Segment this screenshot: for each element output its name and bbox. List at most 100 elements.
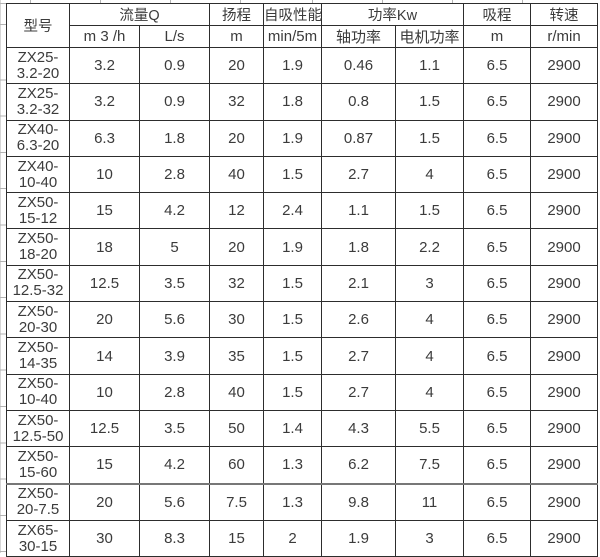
value-cell: 6.3 — [69, 119, 140, 157]
header-flow: 流量Q — [69, 3, 210, 26]
model-cell: ZX40- 6.3-20 — [6, 119, 70, 157]
value-cell: 1.5 — [395, 83, 464, 121]
value-cell: 2900 — [530, 373, 598, 411]
value-cell: 30 — [209, 301, 264, 339]
value-cell: 1.5 — [263, 155, 322, 194]
table-row: ZX50- 10-40 10 2.8 40 1.5 2.7 4 6.5 2900 — [6, 373, 598, 411]
value-cell: 1.5 — [263, 264, 322, 303]
value-cell: 5.6 — [139, 301, 210, 339]
value-cell: 6.5 — [463, 155, 531, 194]
value-cell: 6.5 — [463, 482, 531, 521]
value-cell: 2900 — [530, 264, 598, 303]
value-cell: 15 — [69, 192, 140, 230]
value-cell: 60 — [209, 446, 264, 485]
table-row: ZX50- 20-30 20 5.6 30 1.5 2.6 4 6.5 2900 — [6, 301, 598, 339]
model-cell: ZX50- 15-12 — [6, 192, 70, 230]
value-cell: 10 — [69, 373, 140, 411]
value-cell: 6.5 — [463, 264, 531, 303]
value-cell: 6.2 — [321, 446, 396, 485]
value-cell: 4.3 — [321, 409, 396, 448]
value-cell: 6.5 — [463, 46, 531, 85]
value-cell: 40 — [209, 373, 264, 411]
value-cell: 1.3 — [263, 482, 322, 521]
model-cell: ZX50- 20-30 — [6, 301, 70, 339]
value-cell: 5 — [139, 228, 210, 266]
value-cell: 12 — [209, 192, 264, 230]
gridline-remnant-stub — [0, 3, 7, 4]
value-cell: 2.7 — [321, 155, 396, 194]
value-cell: 2900 — [530, 409, 598, 448]
model-cell: ZX40- 10-40 — [6, 155, 70, 194]
value-cell: 1.9 — [263, 46, 322, 85]
value-cell: 3.5 — [139, 409, 210, 448]
gridline-remnant-stub — [170, 0, 171, 3]
value-cell: 1.8 — [263, 83, 322, 121]
value-cell: 35 — [209, 337, 264, 375]
value-cell: 6.5 — [463, 373, 531, 411]
value-cell: 0.46 — [321, 46, 396, 85]
value-cell: 20 — [69, 301, 140, 339]
header-selfprime: 自吸性能 — [263, 3, 322, 26]
header-flow-m3h: m 3 /h — [69, 25, 140, 48]
model-cell: ZX50- 12.5-32 — [6, 264, 70, 303]
value-cell: 4 — [395, 337, 464, 375]
value-cell: 2.4 — [263, 192, 322, 230]
header-head-unit: m — [209, 25, 264, 48]
value-cell: 6.5 — [463, 337, 531, 375]
value-cell: 2900 — [530, 119, 598, 157]
value-cell: 2.2 — [395, 228, 464, 266]
table-row: ZX25- 3.2-20 3.2 0.9 20 1.9 0.46 1.1 6.5 2900 — [6, 46, 598, 85]
value-cell: 11 — [395, 482, 464, 521]
value-cell: 4 — [395, 373, 464, 411]
gridline-remnant-stub — [30, 0, 31, 3]
gridline-remnant-stub — [0, 24, 7, 25]
value-cell: 7.5 — [395, 446, 464, 485]
header-selfprime-unit: min/5m — [263, 25, 322, 48]
value-cell: 2900 — [530, 228, 598, 266]
value-cell: 2.8 — [139, 373, 210, 411]
value-cell: 3 — [395, 519, 464, 557]
header-power-motor: 电机功率 — [395, 25, 464, 48]
value-cell: 2900 — [530, 301, 598, 339]
value-cell: 0.87 — [321, 119, 396, 157]
value-cell: 2900 — [530, 446, 598, 485]
gridline-remnant-stub — [100, 0, 101, 3]
value-cell: 2900 — [530, 155, 598, 194]
model-cell: ZX25- 3.2-20 — [6, 46, 70, 85]
value-cell: 2900 — [530, 192, 598, 230]
value-cell: 30 — [69, 519, 140, 557]
value-cell: 3.2 — [69, 83, 140, 121]
header-speed: 转速 — [530, 3, 598, 26]
gridline-remnant-stub — [522, 0, 523, 3]
value-cell: 20 — [69, 482, 140, 521]
table-header: 型号 流量Q 扬程 自吸性能 功率Kw 吸程 转速 m 3 /h L/s m m… — [6, 3, 598, 48]
header-speed-unit: r/min — [530, 25, 598, 48]
value-cell: 2.1 — [321, 264, 396, 303]
model-cell: ZX50- 12.5-50 — [6, 409, 70, 448]
value-cell: 15 — [69, 446, 140, 485]
value-cell: 1.5 — [263, 373, 322, 411]
value-cell: 0.8 — [321, 83, 396, 121]
value-cell: 4.2 — [139, 192, 210, 230]
table-row: ZX50- 18-20 18 5 20 1.9 1.8 2.2 6.5 2900 — [6, 228, 598, 266]
gridline-remnant-stub — [240, 0, 241, 3]
value-cell: 20 — [209, 119, 264, 157]
value-cell: 6.5 — [463, 519, 531, 557]
value-cell: 20 — [209, 46, 264, 85]
value-cell: 2900 — [530, 46, 598, 85]
value-cell: 2900 — [530, 482, 598, 521]
table-row: ZX40- 6.3-20 6.3 1.8 20 1.9 0.87 1.5 6.5 2900 — [6, 119, 598, 157]
value-cell: 6.5 — [463, 119, 531, 157]
value-cell: 2.7 — [321, 337, 396, 375]
model-cell: ZX65- 30-15 — [6, 519, 70, 557]
value-cell: 6.5 — [463, 228, 531, 266]
header-head: 扬程 — [209, 3, 264, 26]
value-cell: 6.5 — [463, 409, 531, 448]
value-cell: 6.5 — [463, 301, 531, 339]
value-cell: 20 — [209, 228, 264, 266]
value-cell: 12.5 — [69, 409, 140, 448]
value-cell: 2900 — [530, 83, 598, 121]
header-power-shaft: 轴功率 — [321, 25, 396, 48]
value-cell: 1.9 — [263, 119, 322, 157]
